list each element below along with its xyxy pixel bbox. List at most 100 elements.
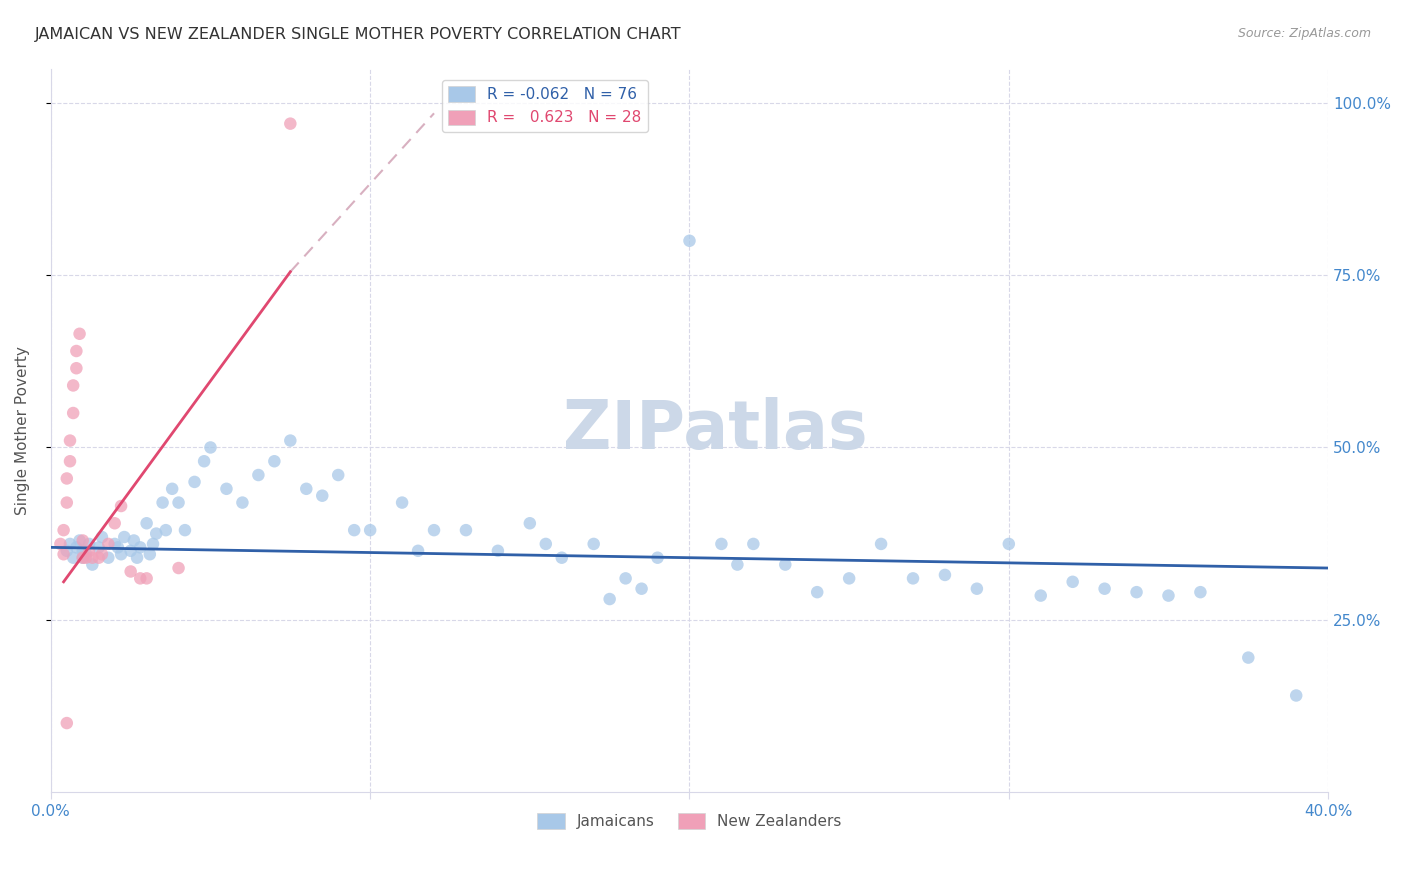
Point	[82, 550, 104, 565]
Point	[59, 454, 82, 468]
Point	[278, 434, 301, 448]
Point	[174, 523, 197, 537]
Point	[582, 537, 605, 551]
Point	[725, 558, 748, 572]
Point	[423, 523, 446, 537]
Point	[551, 550, 574, 565]
Point	[110, 547, 132, 561]
Point	[69, 533, 91, 548]
Point	[1125, 585, 1147, 599]
Y-axis label: Single Mother Poverty: Single Mother Poverty	[15, 346, 30, 515]
Point	[630, 582, 652, 596]
Point	[775, 558, 797, 572]
Point	[614, 571, 637, 585]
Point	[77, 544, 100, 558]
Point	[155, 523, 177, 537]
Point	[52, 523, 75, 537]
Point	[97, 550, 120, 565]
Point	[65, 541, 87, 555]
Text: ZIPatlas: ZIPatlas	[562, 397, 868, 463]
Point	[247, 468, 270, 483]
Point	[406, 544, 429, 558]
Point	[135, 516, 157, 531]
Point	[870, 537, 893, 551]
Point	[311, 489, 333, 503]
Point	[72, 550, 94, 565]
Point	[328, 468, 350, 483]
Point	[145, 526, 167, 541]
Point	[56, 495, 79, 509]
Point	[129, 541, 152, 555]
Point	[82, 558, 104, 572]
Point	[56, 544, 79, 558]
Point	[87, 541, 110, 555]
Point	[97, 537, 120, 551]
Point	[838, 571, 860, 585]
Point	[90, 547, 112, 561]
Point	[56, 716, 79, 731]
Point	[534, 537, 557, 551]
Point	[56, 471, 79, 485]
Point	[62, 550, 84, 565]
Point	[1237, 650, 1260, 665]
Point	[359, 523, 381, 537]
Point	[142, 537, 165, 551]
Text: JAMAICAN VS NEW ZEALANDER SINGLE MOTHER POVERTY CORRELATION CHART: JAMAICAN VS NEW ZEALANDER SINGLE MOTHER …	[35, 27, 682, 42]
Point	[65, 344, 87, 359]
Point	[59, 434, 82, 448]
Point	[87, 550, 110, 565]
Point	[120, 565, 142, 579]
Point	[934, 568, 956, 582]
Point	[200, 441, 222, 455]
Point	[193, 454, 215, 468]
Point	[167, 495, 190, 509]
Point	[343, 523, 366, 537]
Point	[49, 537, 72, 551]
Point	[742, 537, 765, 551]
Point	[77, 537, 100, 551]
Point	[75, 550, 97, 565]
Point	[486, 544, 509, 558]
Point	[998, 537, 1021, 551]
Point	[1157, 589, 1180, 603]
Point	[231, 495, 253, 509]
Point	[391, 495, 413, 509]
Point	[62, 378, 84, 392]
Point	[167, 561, 190, 575]
Point	[1285, 689, 1308, 703]
Point	[710, 537, 733, 551]
Text: Source: ZipAtlas.com: Source: ZipAtlas.com	[1237, 27, 1371, 40]
Point	[647, 550, 669, 565]
Point	[183, 475, 205, 489]
Point	[152, 495, 174, 509]
Point	[104, 537, 127, 551]
Legend: Jamaicans, New Zealanders: Jamaicans, New Zealanders	[531, 806, 848, 835]
Point	[69, 326, 91, 341]
Point	[139, 547, 162, 561]
Point	[454, 523, 477, 537]
Point	[278, 117, 301, 131]
Point	[104, 516, 127, 531]
Point	[806, 585, 828, 599]
Point	[966, 582, 988, 596]
Point	[122, 533, 145, 548]
Point	[215, 482, 238, 496]
Point	[1062, 574, 1084, 589]
Point	[112, 530, 135, 544]
Point	[135, 571, 157, 585]
Point	[75, 547, 97, 561]
Point	[90, 530, 112, 544]
Point	[678, 234, 700, 248]
Point	[125, 550, 148, 565]
Point	[65, 361, 87, 376]
Point	[519, 516, 541, 531]
Point	[901, 571, 924, 585]
Point	[120, 544, 142, 558]
Point	[263, 454, 285, 468]
Point	[129, 571, 152, 585]
Point	[160, 482, 183, 496]
Point	[72, 544, 94, 558]
Point	[110, 499, 132, 513]
Point	[72, 550, 94, 565]
Point	[599, 592, 621, 607]
